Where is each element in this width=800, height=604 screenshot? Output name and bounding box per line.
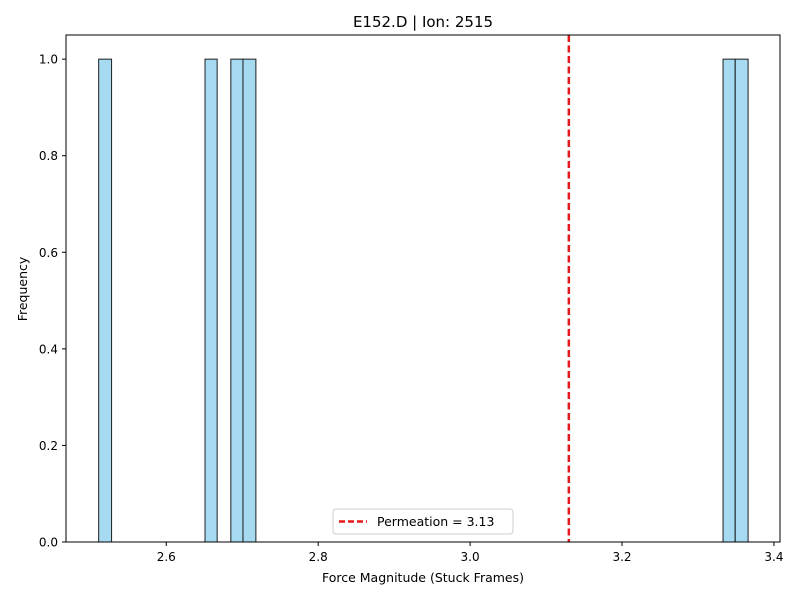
legend: Permeation = 3.13 xyxy=(332,508,514,535)
histogram-bar-4 xyxy=(722,58,736,543)
x-tick-label-4: 3.4 xyxy=(764,550,783,564)
y-tick-label-5: 1.0 xyxy=(39,53,58,67)
x-tick-label-0: 2.6 xyxy=(157,550,176,564)
y-tick-label-0: 0.0 xyxy=(39,536,58,550)
legend-box xyxy=(332,508,514,535)
axes-frame xyxy=(65,34,781,543)
histogram-bar-1 xyxy=(204,58,218,543)
y-tick-label-4: 0.8 xyxy=(39,149,58,163)
x-tick-label-1: 2.8 xyxy=(309,550,328,564)
y-tick-label-1: 0.2 xyxy=(39,439,58,453)
x-axis-label: Force Magnitude (Stuck Frames) xyxy=(322,570,524,585)
x-tick-label-3: 3.2 xyxy=(612,550,631,564)
bars-layer xyxy=(98,58,749,543)
y-ticks-layer: 0.0 0.2 0.4 0.6 0.8 1.0 xyxy=(39,53,66,550)
y-tick-label-2: 0.4 xyxy=(39,342,58,356)
x-tick-label-2: 3.0 xyxy=(461,550,480,564)
y-axis-label: Frequency xyxy=(15,256,30,321)
chart-title: E152.D | Ion: 2515 xyxy=(353,13,493,31)
histogram-bar-2 xyxy=(230,58,244,543)
legend-permeation-label: Permeation = 3.13 xyxy=(377,514,494,529)
histogram-bar-3 xyxy=(242,58,257,543)
x-ticks-layer: 2.6 2.8 3.0 3.2 3.4 xyxy=(157,542,783,564)
histogram-bar-5 xyxy=(734,58,749,543)
histogram-bar-0 xyxy=(98,58,113,543)
y-tick-label-3: 0.6 xyxy=(39,246,58,260)
